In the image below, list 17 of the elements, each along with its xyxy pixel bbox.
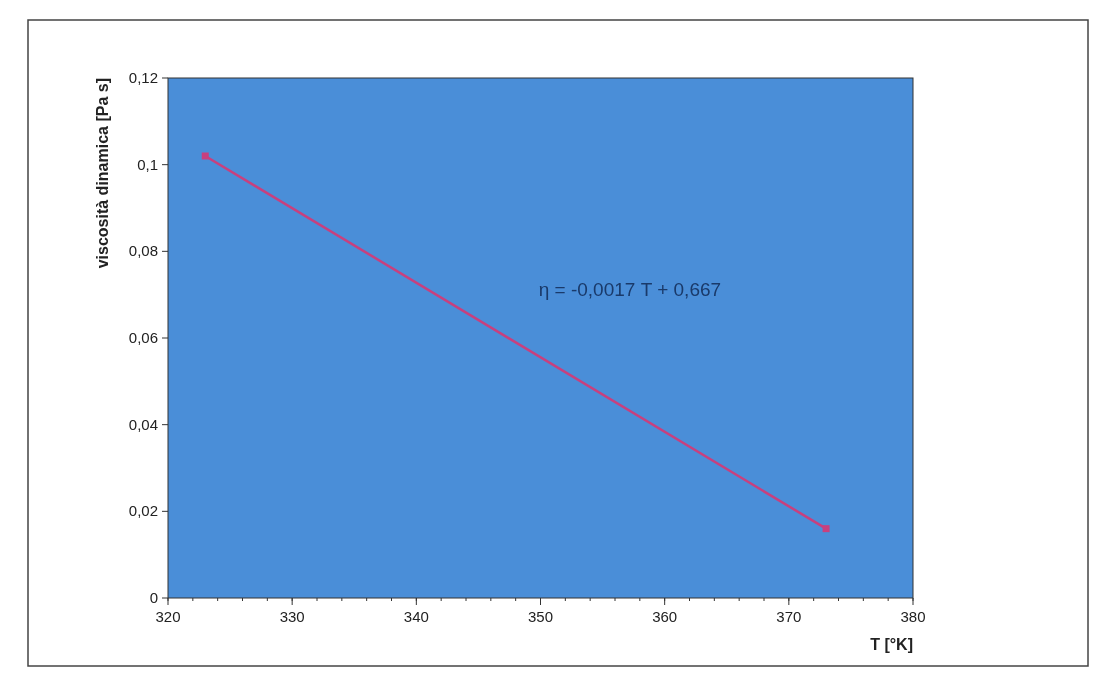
x-tick-label: 370 [776, 608, 802, 625]
y-tick-label: 0,02 [128, 502, 158, 520]
x-tick-label: 330 [279, 608, 305, 625]
y-tick-label: 0 [149, 589, 158, 606]
x-tick-label: 340 [403, 608, 429, 625]
x-tick-label: 360 [652, 608, 678, 625]
x-tick-label: 380 [900, 608, 926, 625]
x-axis-title: T [°K] [870, 636, 913, 653]
annotation: η = -0,0017 T + 0,667 [538, 279, 722, 301]
y-tick-label: 0,06 [128, 329, 158, 346]
y-tick-label: 0,04 [128, 415, 158, 433]
y-tick-label: 0,12 [128, 69, 158, 86]
x-tick-label: 350 [527, 608, 554, 625]
y-tick-label: 0,08 [128, 242, 158, 260]
y-tick-label: 0,1 [137, 155, 158, 173]
y-axis-title: viscosità dinamica [Pa s] [94, 78, 111, 269]
x-tick-label: 320 [155, 608, 181, 625]
